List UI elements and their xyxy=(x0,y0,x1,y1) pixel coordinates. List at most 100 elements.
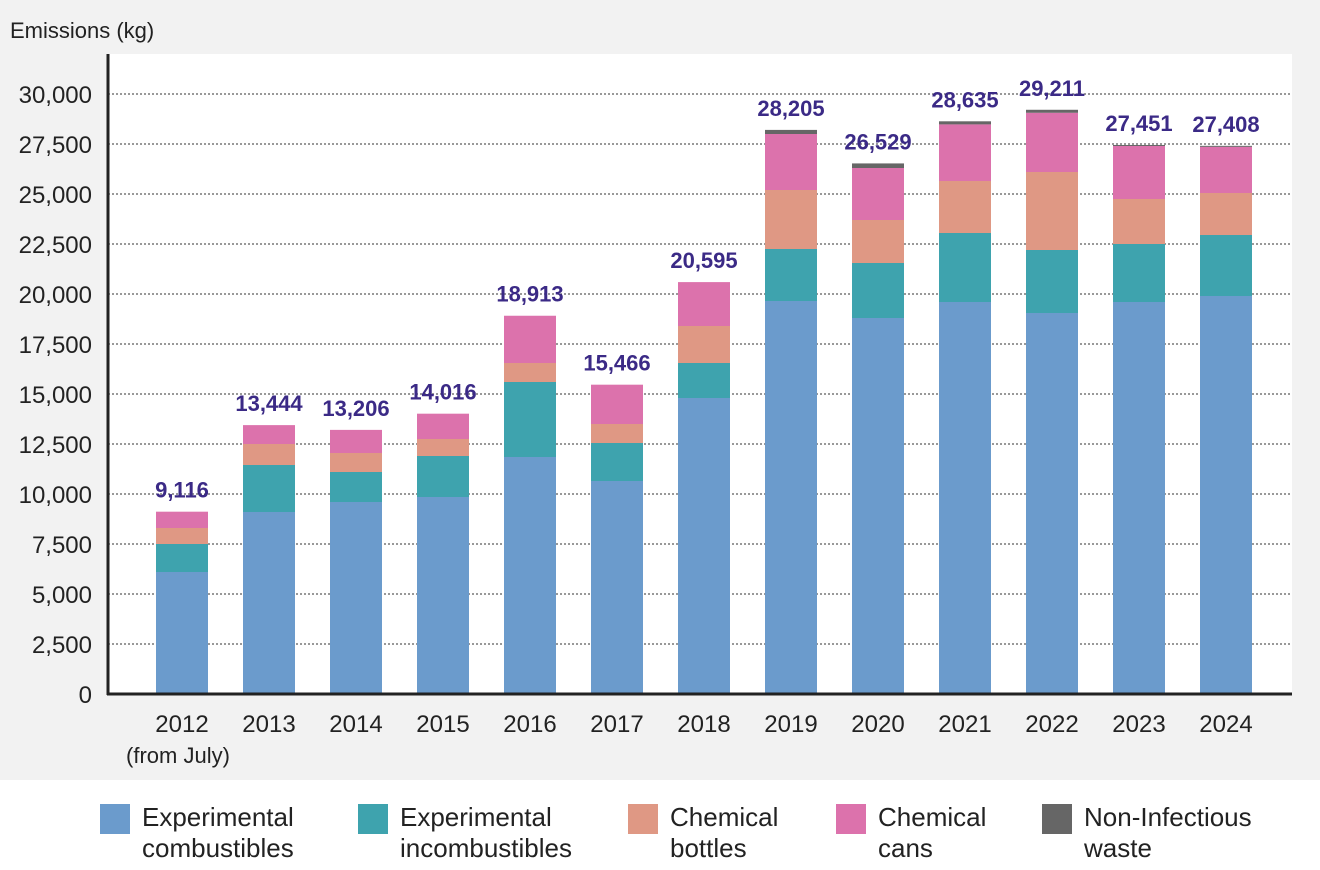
legend-swatch xyxy=(628,804,658,834)
y-tick-label: 27,500 xyxy=(19,132,92,159)
bar-segment xyxy=(504,382,556,457)
emissions-stacked-bar-chart: Emissions (kg) 0 2,500 5,000 7,500 10,000 12,5… xyxy=(10,18,1292,768)
bar-segment xyxy=(1113,199,1165,244)
y-tick-label: 12,500 xyxy=(19,432,92,459)
bar-segment xyxy=(243,512,295,694)
bar-segment xyxy=(243,444,295,465)
x-tick-label: 2018 xyxy=(677,711,730,738)
x-tick-sublabel: (from July) xyxy=(126,743,230,768)
bar-segment xyxy=(939,233,991,302)
total-label: 29,211 xyxy=(1019,76,1085,101)
total-label: 27,408 xyxy=(1192,112,1259,137)
y-tick-label: 30,000 xyxy=(19,82,92,109)
total-label: 28,635 xyxy=(931,87,998,112)
bar-segment xyxy=(852,163,904,168)
bar-segment xyxy=(417,456,469,497)
x-tick-label: 2015 xyxy=(416,711,469,738)
bar-segment xyxy=(939,124,991,181)
y-tick-label: 5,000 xyxy=(32,582,92,609)
x-tick-label: 2013 xyxy=(242,711,295,738)
bar-segment xyxy=(1200,296,1252,694)
bar-segment xyxy=(504,363,556,382)
bar-segment xyxy=(939,302,991,694)
x-tick-label: 2022 xyxy=(1025,711,1078,738)
bar-segment xyxy=(765,301,817,694)
x-tick-label: 2019 xyxy=(764,711,817,738)
x-tick-label: 2012 xyxy=(155,711,208,738)
bar-segment xyxy=(1113,145,1165,199)
total-label: 13,444 xyxy=(235,391,303,416)
total-label: 14,016 xyxy=(409,380,476,405)
y-tick-label: 17,500 xyxy=(19,332,92,359)
bar-segment xyxy=(765,249,817,301)
bar-segment xyxy=(678,363,730,398)
bar-segment xyxy=(591,424,643,443)
bar-segment xyxy=(156,572,208,694)
total-label: 26,529 xyxy=(844,129,911,154)
total-label: 13,206 xyxy=(322,396,389,421)
y-tick-label: 22,500 xyxy=(19,232,92,259)
total-label: 20,595 xyxy=(670,248,737,273)
y-axis-title: Emissions (kg) xyxy=(10,18,154,43)
y-tick-label: 2,500 xyxy=(32,632,92,659)
bar-segment xyxy=(591,481,643,694)
legend-item-chemical-bottles: Chemical bottles xyxy=(628,802,810,864)
bar-segment xyxy=(1200,145,1252,147)
legend-label: Experimental incombustibles xyxy=(400,802,572,863)
bar-segment xyxy=(1026,172,1078,250)
x-tick-label: 2016 xyxy=(503,711,556,738)
bar-segment xyxy=(243,425,295,444)
legend-swatch xyxy=(358,804,388,834)
bar-segment xyxy=(852,318,904,694)
bar-segment xyxy=(1026,109,1078,113)
bar-segment xyxy=(1026,250,1078,313)
bar-segment xyxy=(417,413,469,439)
x-tick-label: 2014 xyxy=(329,711,382,738)
y-tick-label: 20,000 xyxy=(19,282,92,309)
bar-segment xyxy=(156,528,208,544)
bar-segment xyxy=(1026,313,1078,694)
bar-segment xyxy=(678,326,730,363)
chart-panel: Emissions (kg) 0 2,500 5,000 7,500 10,000 12,5… xyxy=(0,0,1320,780)
legend-item-chemical-cans: Chemical cans xyxy=(836,802,1018,864)
total-label: 28,205 xyxy=(757,96,824,121)
y-tick-label: 7,500 xyxy=(32,532,92,559)
bar-segment xyxy=(765,190,817,249)
legend-item-experimental-combustibles: Experimental combustibles xyxy=(100,802,342,864)
bar-segment xyxy=(1200,193,1252,235)
x-tick-label: 2021 xyxy=(938,711,991,738)
x-tick-label: 2023 xyxy=(1112,711,1165,738)
bar-segment xyxy=(330,453,382,472)
bar-segment xyxy=(939,181,991,233)
bar-segment xyxy=(1200,235,1252,296)
bar-segment xyxy=(852,263,904,318)
legend-item-non-infectious-waste: Non-Infectious waste xyxy=(1042,802,1304,864)
legend-label: Non-Infectious waste xyxy=(1084,802,1252,863)
bar-segment xyxy=(678,282,730,326)
bar-segment xyxy=(1200,146,1252,193)
total-label: 18,913 xyxy=(496,282,563,307)
bar-segment xyxy=(243,465,295,512)
y-tick-label: 25,000 xyxy=(19,182,92,209)
y-tick-label: 15,000 xyxy=(19,382,92,409)
legend-label: Chemical cans xyxy=(878,802,987,863)
bar-segment xyxy=(156,544,208,572)
bar-segment xyxy=(1026,112,1078,172)
bar-segment xyxy=(678,398,730,694)
legend-swatch xyxy=(836,804,866,834)
x-tick-label: 2017 xyxy=(590,711,643,738)
total-label: 9,116 xyxy=(155,478,209,503)
bar-segment xyxy=(939,121,991,125)
bar-segment xyxy=(504,457,556,694)
bar-segment xyxy=(591,443,643,481)
x-tick-label: 2020 xyxy=(851,711,904,738)
legend-item-experimental-incombustibles: Experimental incombustibles xyxy=(358,802,600,864)
bar-segment xyxy=(852,168,904,220)
x-tick-label: 2024 xyxy=(1199,711,1252,738)
bar-segment xyxy=(1113,244,1165,302)
bar-segment xyxy=(417,439,469,456)
bar-segment xyxy=(591,384,643,424)
bar-segment xyxy=(156,511,208,528)
legend: Experimental combustibles Experimental i… xyxy=(0,780,1320,870)
y-tick-label: 0 xyxy=(79,682,92,709)
